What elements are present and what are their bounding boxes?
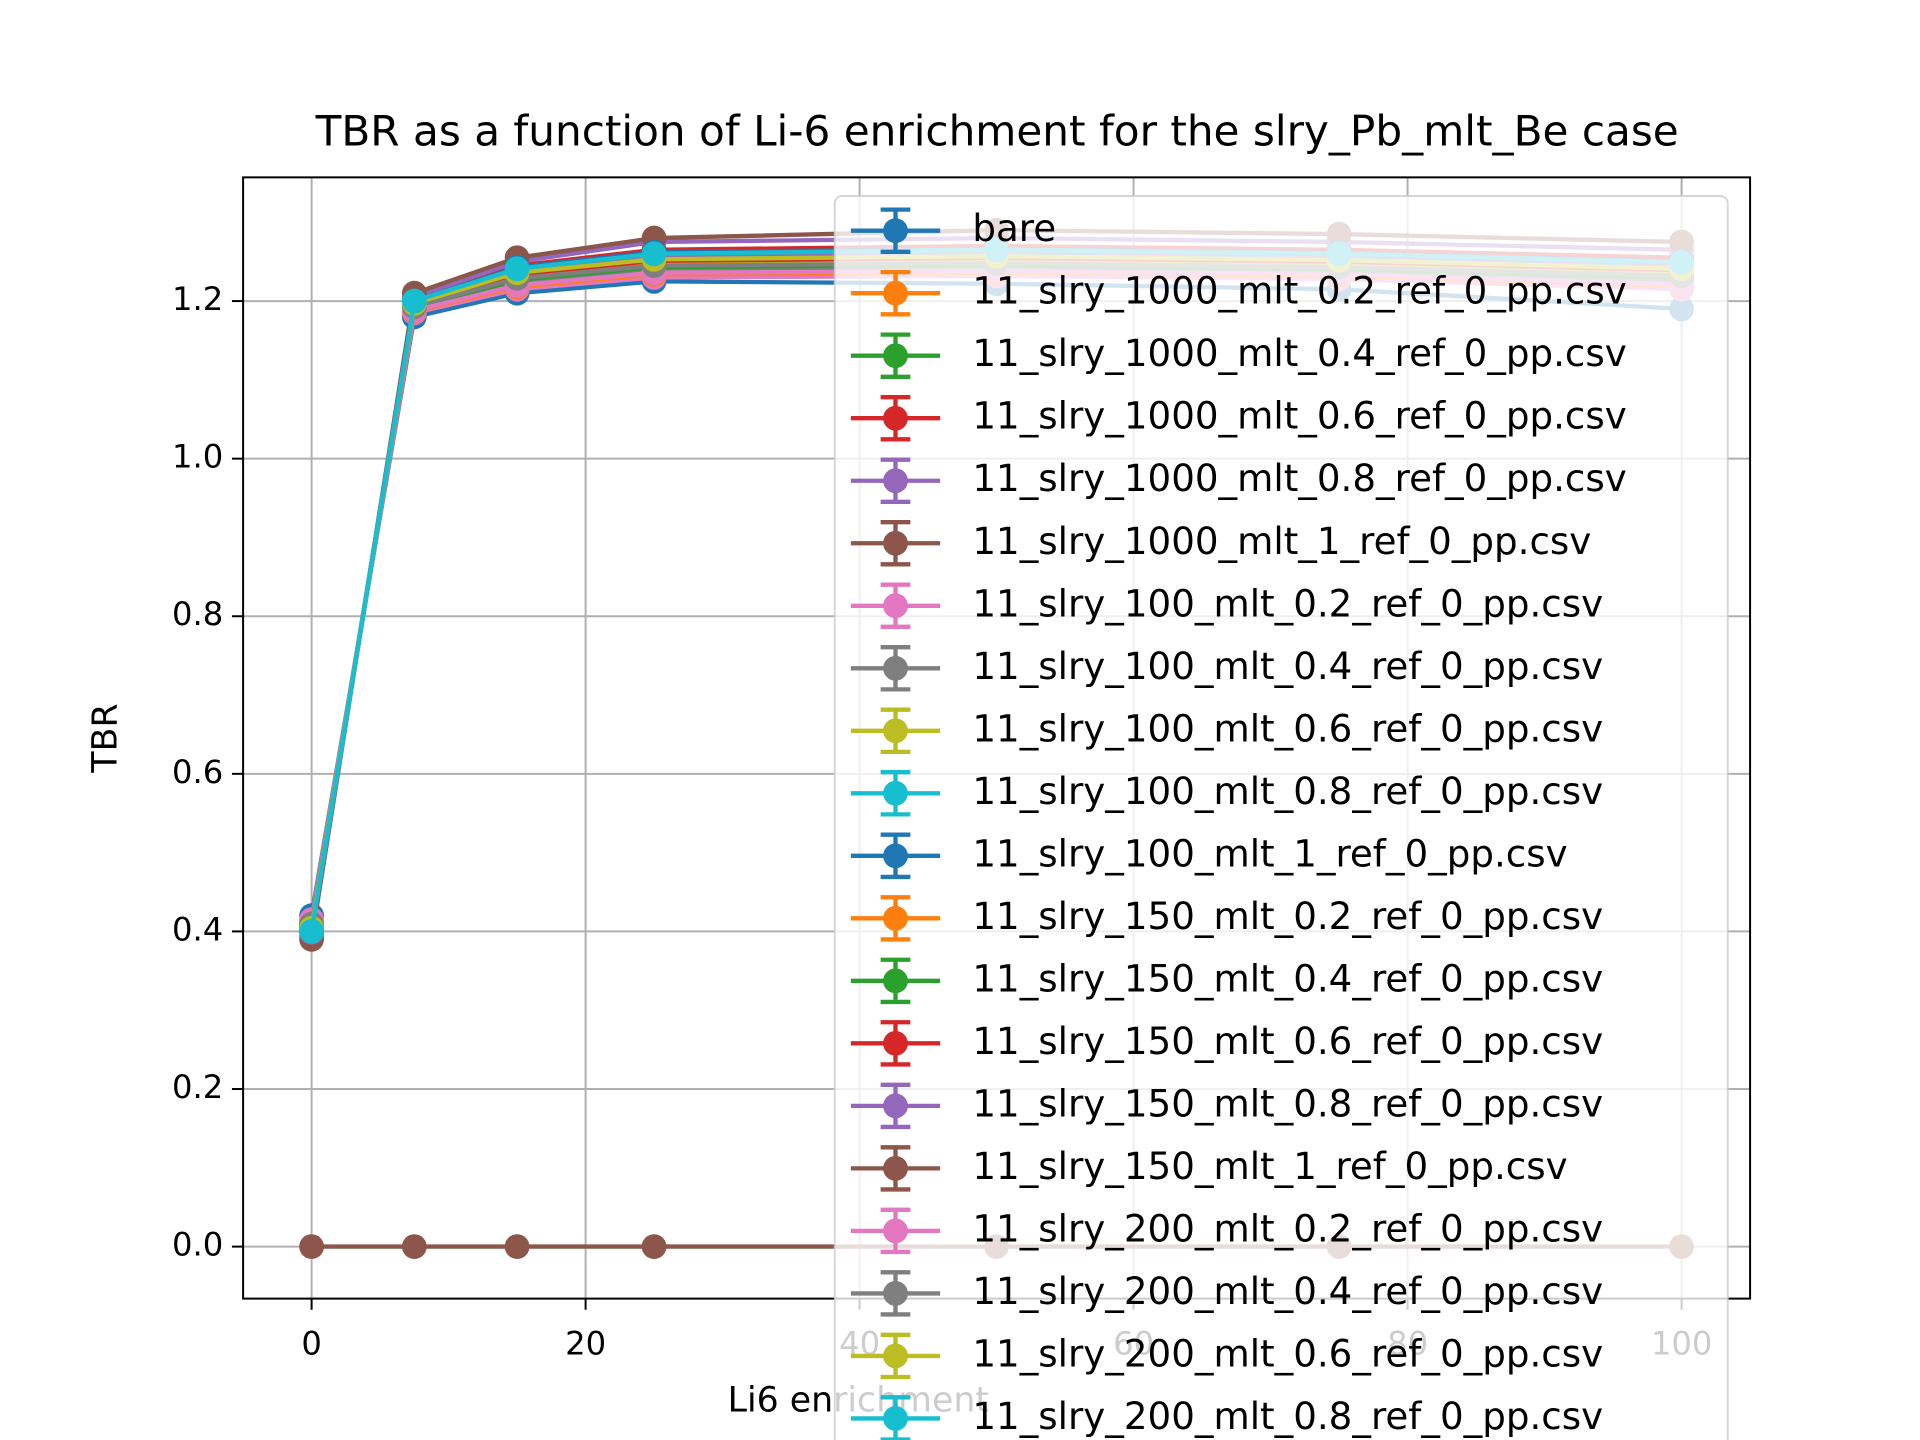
y-tick-label: 0.0 [172,1226,223,1264]
legend-label: 11_slry_200_mlt_0.8_ref_0_pp.csv [972,1394,1603,1438]
y-tick-label: 1.2 [172,280,223,318]
x-tick-label: 20 [565,1325,606,1363]
legend-marker [883,1218,908,1244]
data-point [401,288,427,314]
data-point [299,919,325,944]
legend-marker [883,1155,908,1181]
legend-label: 11_slry_150_mlt_0.8_ref_0_pp.csv [972,1081,1603,1125]
y-tick-label: 0.4 [172,910,223,948]
legend-marker [883,218,908,244]
legend-marker [883,1280,908,1306]
legend-marker [883,343,908,369]
data-point [299,1234,325,1260]
legend-label: 11_slry_1000_mlt_1_ref_0_pp.csv [972,519,1591,563]
y-tick-label: 0.6 [172,753,223,791]
data-point [641,1234,667,1260]
legend-label: 11_slry_100_mlt_0.2_ref_0_pp.csv [972,581,1603,625]
legend-label: 11_slry_1000_mlt_0.8_ref_0_pp.csv [972,456,1626,500]
data-point [401,1234,427,1260]
legend-marker [883,1343,908,1369]
y-tick-label: 0.8 [172,595,223,633]
legend-label: 11_slry_200_mlt_0.2_ref_0_pp.csv [972,1206,1603,1250]
y-tick-label: 0.2 [172,1068,223,1106]
legend-marker [883,405,908,431]
chart-title: TBR as a function of Li-6 enrichment for… [315,106,1679,155]
legend-label: 11_slry_150_mlt_0.6_ref_0_pp.csv [972,1019,1603,1063]
legend-marker [883,1030,908,1056]
data-point [504,1234,530,1260]
legend-marker [883,968,908,994]
legend-label: 11_slry_100_mlt_1_ref_0_pp.csv [972,831,1567,875]
legend-label: 11_slry_1000_mlt_0.4_ref_0_pp.csv [972,331,1626,375]
legend-label: 11_slry_100_mlt_0.6_ref_0_pp.csv [972,706,1603,750]
legend-box [833,194,1729,1440]
legend: bare 11_slry_1000_mlt_0.2_ref_0_pp.csv 11_… [833,194,1729,1440]
legend-label: 11_slry_1000_mlt_0.6_ref_0_pp.csv [972,394,1626,438]
legend-marker [883,1406,908,1431]
legend-marker [883,1093,908,1119]
legend-marker [883,780,908,806]
legend-marker [883,593,908,619]
x-tick-label: 0 [301,1325,322,1363]
y-tick-label: 1.0 [172,438,223,476]
legend-label: 11_slry_100_mlt_0.4_ref_0_pp.csv [972,644,1603,688]
data-point [641,241,667,267]
data-point [504,256,530,282]
legend-marker [883,905,908,931]
legend-label: bare [972,206,1056,250]
legend-marker [883,530,908,556]
y-axis-label: TBR [86,703,126,773]
legend-marker [883,718,908,744]
legend-label: 11_slry_1000_mlt_0.2_ref_0_pp.csv [972,269,1626,313]
legend-label: 11_slry_150_mlt_0.4_ref_0_pp.csv [972,956,1603,1000]
legend-label: 11_slry_200_mlt_0.6_ref_0_pp.csv [972,1331,1603,1375]
legend-marker [883,468,908,494]
legend-label: 11_slry_150_mlt_0.2_ref_0_pp.csv [972,894,1603,938]
legend-marker [883,655,908,681]
legend-label: 11_slry_150_mlt_1_ref_0_pp.csv [972,1144,1567,1188]
legend-label: 11_slry_100_mlt_0.8_ref_0_pp.csv [972,769,1603,813]
legend-marker [883,843,908,869]
figure: TBR as a function of Li-6 enrichment for… [86,106,1752,1440]
legend-label: 11_slry_200_mlt_0.4_ref_0_pp.csv [972,1269,1603,1313]
legend-marker [883,280,908,306]
